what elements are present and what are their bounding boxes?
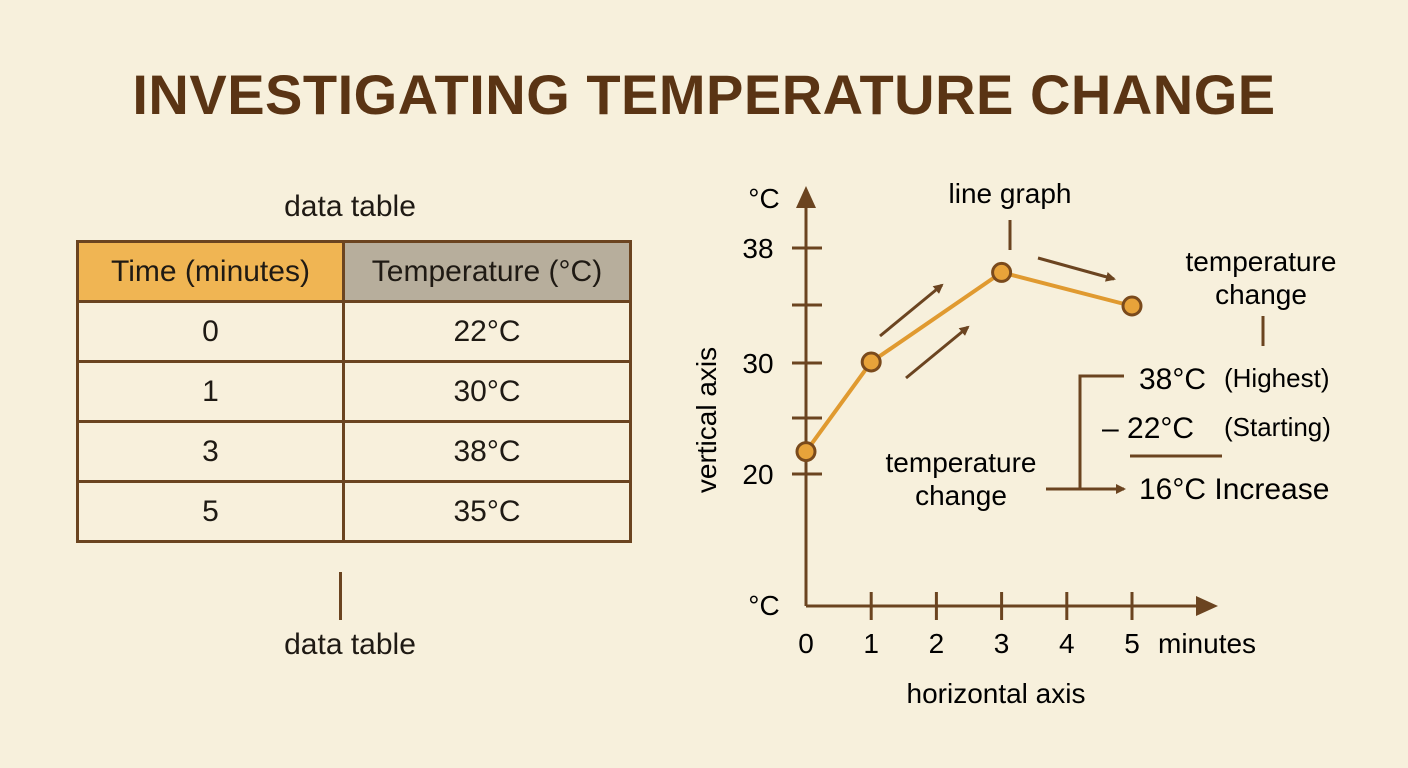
cell-time: 5 — [76, 480, 345, 543]
cell-temperature: 38°C — [342, 420, 632, 483]
y-axis-arrow-icon — [796, 186, 816, 208]
cell-time: 1 — [76, 360, 345, 423]
y-tick-label: 38 — [742, 233, 773, 264]
cell-temperature: 35°C — [342, 480, 632, 543]
data-point — [795, 441, 817, 463]
calc-starting-value: – 22°C — [1102, 412, 1194, 445]
x-unit-label: minutes — [1158, 628, 1256, 659]
line-graph-label: line graph — [949, 178, 1072, 209]
y-unit-top: °C — [748, 183, 779, 214]
calc-result: 16°C Increase — [1139, 473, 1329, 506]
trend-arrow-icon — [879, 283, 944, 338]
x-tick-label: 2 — [929, 628, 945, 659]
calc-highest-value: 38°C — [1139, 363, 1206, 396]
header-temperature: Temperature (°C) — [342, 240, 632, 303]
temp-change-left-label: temperature — [886, 447, 1037, 478]
data-point — [860, 351, 882, 373]
table-caption-top: data table — [284, 190, 416, 223]
calc-bracket — [1046, 374, 1124, 491]
y-unit-bottom: °C — [748, 590, 779, 621]
page-title: INVESTIGATING TEMPERATURE CHANGE — [132, 63, 1276, 126]
temp-change-right-label-2: change — [1215, 279, 1307, 310]
header-time: Time (minutes) — [76, 240, 345, 303]
y-tick-label: 30 — [742, 348, 773, 379]
table-header-row: Time (minutes) Temperature (°C) — [76, 240, 632, 303]
data-point — [1121, 295, 1143, 317]
table-row: 0 22°C — [76, 300, 632, 363]
cell-time: 3 — [76, 420, 345, 483]
table-row: 1 30°C — [76, 360, 632, 423]
trend-arrow-icon — [1037, 256, 1116, 282]
x-tick-label: 5 — [1124, 628, 1140, 659]
y-tick-label: 20 — [742, 459, 773, 490]
series-line — [804, 270, 1133, 453]
cell-temperature: 30°C — [342, 360, 632, 423]
data-table: Time (minutes) Temperature (°C) 0 22°C 1… — [76, 240, 632, 543]
table-pointer-line — [339, 572, 342, 620]
x-tick-label: 1 — [863, 628, 879, 659]
x-tick-label: 0 — [798, 628, 814, 659]
trend-arrow-icon — [905, 325, 970, 380]
x-axis-title: horizontal axis — [907, 678, 1086, 709]
cell-time: 0 — [76, 300, 345, 363]
table-row: 3 38°C — [76, 420, 632, 483]
cell-temperature: 22°C — [342, 300, 632, 363]
table-row: 5 35°C — [76, 480, 632, 543]
calc-starting-note: (Starting) — [1224, 412, 1331, 442]
temp-change-right-label: temperature — [1186, 246, 1337, 277]
x-tick-label: 3 — [994, 628, 1010, 659]
x-axis-arrow-icon — [1196, 596, 1218, 616]
y-axis-title: vertical axis — [691, 347, 722, 493]
table-caption-bottom: data table — [284, 628, 416, 661]
calc-highest-note: (Highest) — [1224, 363, 1329, 393]
x-tick-label: 4 — [1059, 628, 1075, 659]
data-point — [991, 261, 1013, 283]
temp-change-left-label-2: change — [915, 480, 1007, 511]
